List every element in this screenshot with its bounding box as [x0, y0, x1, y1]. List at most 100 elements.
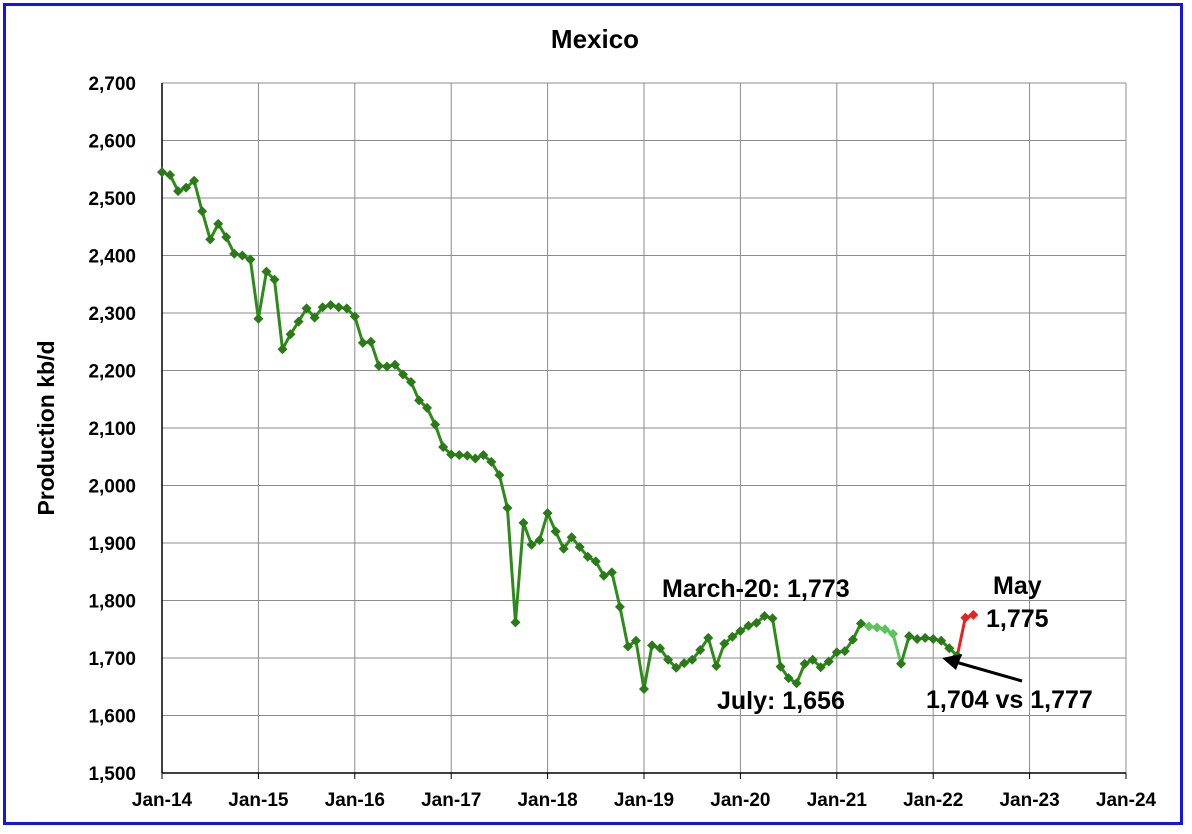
chart-title: Mexico [551, 24, 639, 54]
data-point [293, 316, 304, 327]
data-point-recent [960, 612, 971, 623]
data-point [815, 662, 826, 673]
y-tick-label: 2,200 [88, 362, 136, 383]
data-point [181, 182, 192, 193]
data-point [518, 517, 529, 528]
data-point [510, 617, 521, 628]
data-point [703, 632, 714, 643]
data-point [928, 634, 939, 645]
data-markers [157, 167, 979, 695]
data-point [912, 634, 923, 645]
data-point [381, 361, 392, 372]
data-point [735, 625, 746, 636]
data-point [791, 678, 802, 689]
data-point [896, 658, 907, 669]
data-point [526, 539, 537, 550]
annotation-march-20: March-20: 1,773 [662, 575, 850, 603]
data-point [630, 635, 641, 646]
data-point [406, 377, 417, 387]
data-point [598, 570, 609, 581]
y-axis-label: Production kb/d [33, 340, 59, 515]
data-point [197, 206, 208, 217]
data-point [365, 336, 376, 347]
x-tick-label: Jan-20 [710, 790, 770, 811]
data-point [920, 632, 931, 643]
series-lines [161, 170, 974, 691]
data-point [831, 647, 842, 658]
data-point [430, 419, 441, 430]
data-point [936, 635, 947, 646]
data-point [494, 470, 505, 481]
data-point [422, 402, 433, 413]
data-point [783, 673, 794, 684]
x-tick-label: Jan-21 [807, 790, 868, 811]
data-point [888, 628, 899, 639]
annotation-comparison: 1,704 vs 1,777 [926, 686, 1093, 714]
data-point [341, 303, 352, 314]
y-tick-label: 2,000 [88, 477, 136, 498]
series-line-main [161, 170, 863, 691]
data-point [944, 643, 955, 654]
data-point [767, 613, 778, 624]
data-point [871, 622, 882, 633]
y-tick-label: 1,600 [88, 707, 136, 728]
data-point [165, 170, 176, 180]
y-tick-label: 2,600 [88, 132, 136, 153]
x-tick-label: Jan-24 [1096, 790, 1157, 811]
data-point [285, 329, 296, 340]
data-point [679, 658, 690, 669]
data-point [880, 624, 890, 635]
x-tick-label: Jan-14 [132, 790, 193, 811]
data-point [478, 450, 489, 461]
x-tick-labels: Jan-14 Jan-15 Jan-16 Jan-17 Jan-18 Jan-19 Jan-… [132, 790, 1157, 811]
data-point [671, 662, 682, 673]
data-point [277, 344, 288, 355]
data-point [446, 449, 457, 460]
x-tick-label: Jan-23 [999, 790, 1059, 811]
data-point [398, 369, 408, 380]
y-tick-label: 1,700 [88, 649, 136, 670]
y-tick-label: 2,700 [88, 74, 136, 95]
data-point [775, 661, 786, 672]
data-point-recent [968, 609, 979, 620]
data-point [582, 551, 593, 562]
y-tick-label: 2,500 [88, 189, 136, 210]
data-point [229, 248, 240, 259]
data-point [173, 186, 184, 197]
annotation-july: July: 1,656 [717, 687, 845, 715]
data-point [574, 542, 585, 553]
data-point [486, 456, 497, 467]
data-point [759, 611, 770, 622]
data-point [325, 299, 336, 310]
data-point [237, 250, 248, 261]
data-point [550, 526, 561, 537]
gridlines [161, 82, 1127, 779]
data-point [904, 631, 915, 642]
y-tick-label: 2,400 [88, 247, 136, 268]
data-point [727, 631, 738, 642]
data-point [502, 502, 513, 513]
y-tick-label: 2,100 [88, 419, 136, 440]
x-tick-label: Jan-16 [325, 790, 385, 811]
y-tick-label: 1,900 [88, 534, 136, 555]
data-point [622, 641, 633, 652]
data-point [855, 618, 866, 629]
data-point [221, 232, 232, 243]
data-point [558, 543, 569, 554]
data-point [333, 302, 344, 313]
data-point [614, 601, 625, 612]
data-point [639, 684, 649, 695]
data-point [357, 337, 368, 348]
y-tick-label: 1,500 [88, 764, 136, 785]
annotation-may-value: 1,775 [986, 605, 1049, 633]
x-tick-label: Jan-22 [903, 790, 963, 811]
data-point [213, 218, 224, 229]
data-point [839, 646, 850, 657]
data-point [847, 634, 858, 645]
data-point [863, 621, 874, 632]
data-point [711, 661, 722, 672]
data-point [719, 638, 730, 649]
x-tick-label: Jan-19 [614, 790, 674, 811]
x-tick-label: Jan-17 [421, 790, 481, 811]
